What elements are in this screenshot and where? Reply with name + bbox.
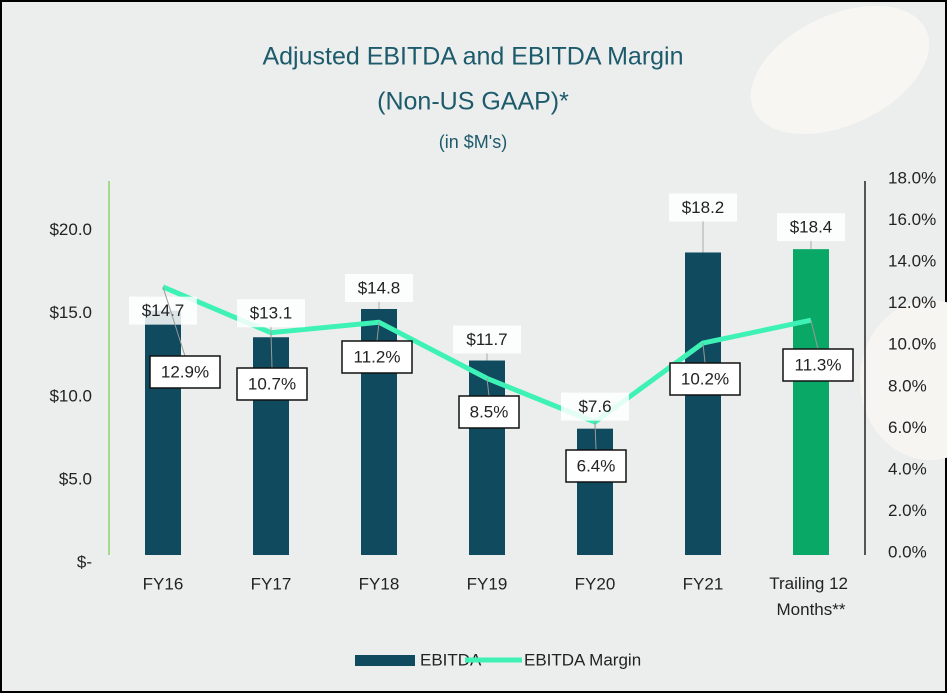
y2-tick-label: 2.0% <box>888 501 927 520</box>
legend-swatch <box>355 655 415 666</box>
chart-title: Adjusted EBITDA and EBITDA Margin <box>262 43 683 71</box>
bar <box>469 360 505 555</box>
label-box <box>453 325 521 354</box>
chart-subtitle: (in $M's) <box>439 132 507 152</box>
label-box <box>782 348 854 382</box>
y2-tick-label: 16.0% <box>888 210 936 229</box>
bar <box>685 252 721 555</box>
y2-tick-label: 10.0% <box>888 335 936 354</box>
bar <box>577 428 613 555</box>
bar-label: $14.7 <box>142 301 185 320</box>
bar-label: $18.4 <box>790 218 833 237</box>
bar-label: $7.6 <box>578 397 611 416</box>
bar <box>145 310 181 555</box>
decor-pill <box>750 5 930 135</box>
line-label: 8.5% <box>470 402 509 421</box>
line-label: 11.3% <box>795 355 842 374</box>
label-box <box>565 449 627 483</box>
bar-label: $14.8 <box>358 278 401 297</box>
label-box <box>237 299 305 328</box>
y2-tick-label: 0.0% <box>888 542 927 561</box>
y-tick-label: $- <box>77 552 92 571</box>
label-box <box>345 273 413 302</box>
leader-line <box>594 422 597 451</box>
y-tick-label: $10.0 <box>49 386 92 405</box>
x-tick-label: FY16 <box>143 574 184 593</box>
leader-line <box>702 343 706 364</box>
label-box <box>777 213 845 242</box>
chart-title: (Non-US GAAP)* <box>377 88 569 116</box>
label-box <box>669 362 741 396</box>
x-tick-label: Trailing 12 Months** <box>769 574 852 619</box>
legend-label: EBITDA <box>420 650 482 669</box>
decor-pill <box>860 300 947 460</box>
label-box <box>458 395 520 429</box>
line-label: 10.7% <box>248 374 296 393</box>
bar-label: $11.7 <box>466 330 507 349</box>
x-tick-label: FY19 <box>467 574 508 593</box>
label-box <box>561 392 629 421</box>
y2-tick-label: 4.0% <box>888 459 927 478</box>
leader-line <box>486 378 490 397</box>
y2-tick-label: 14.0% <box>888 252 936 271</box>
x-tick-label: FY20 <box>575 574 616 593</box>
line-label: 12.9% <box>161 362 209 381</box>
x-tick-label: FY18 <box>359 574 400 593</box>
label-box <box>149 355 221 389</box>
y2-tick-label: 8.0% <box>888 376 927 395</box>
line-label: 10.2% <box>681 369 729 388</box>
leader-line <box>810 320 819 350</box>
label-box <box>669 193 737 222</box>
bar-label: $13.1 <box>250 304 293 323</box>
leader-line <box>270 332 273 369</box>
y-tick-label: $20.0 <box>49 220 92 239</box>
y2-tick-label: 6.0% <box>888 418 927 437</box>
y-tick-label: $15.0 <box>49 303 92 322</box>
legend-label: EBITDA Margin <box>524 650 641 669</box>
y2-tick-label: 18.0% <box>888 168 936 187</box>
leader-line <box>376 322 380 342</box>
label-box <box>236 367 308 401</box>
y2-tick-label: 12.0% <box>888 293 936 312</box>
label-box <box>129 296 197 325</box>
x-tick-label: FY21 <box>683 574 724 593</box>
leader-line <box>162 286 186 357</box>
line-label: 11.2% <box>354 347 401 366</box>
x-tick-label: FY17 <box>251 574 292 593</box>
bar-label: $18.2 <box>682 198 725 217</box>
y-tick-label: $5.0 <box>59 469 92 488</box>
label-box <box>341 340 413 374</box>
bar <box>793 249 829 555</box>
line-label: 6.4% <box>577 456 616 475</box>
